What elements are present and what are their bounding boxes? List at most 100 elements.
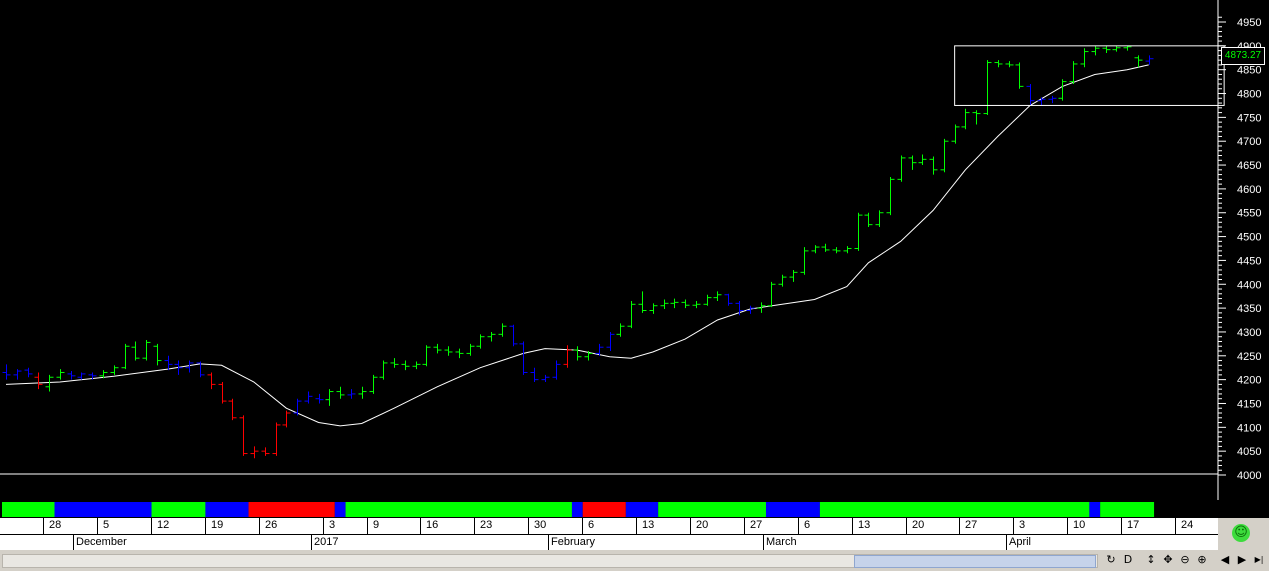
ohlc-bar [379,360,388,380]
date-tick [43,518,44,534]
moving-average-layer [5,64,1149,427]
month-tick [311,534,312,550]
day-label: 26 [265,519,278,531]
ohlc-bar [131,341,140,361]
ohlc-bar [45,374,54,392]
y-tick-label: 4450 [1237,255,1261,267]
y-tick-label: 4700 [1237,136,1261,148]
ohlc-bar [843,246,852,254]
ohlc-bar [670,298,679,309]
ohlc-bar [369,374,378,394]
ohlc-bar [164,355,173,371]
day-label: 12 [157,519,170,531]
ohlc-bar [530,367,539,383]
vertical-scale-icon[interactable]: ↕ [1146,553,1156,566]
day-label: 3 [329,519,336,531]
ohlc-bar [951,124,960,144]
ohlc-bar [444,346,453,356]
ohlc-bar [638,291,647,313]
day-label: 3 [1019,519,1026,531]
ohlc-bar [110,365,119,375]
ohlc-bar [627,300,636,329]
y-tick-label: 4650 [1237,160,1261,172]
ohlc-bar [509,324,518,347]
ohlc-bar [13,369,22,380]
ohlc-bar [34,372,43,390]
price-chart[interactable]: 4000 4050 4100 4150 4200 4250 4300 4350 4400 4450… [0,0,1269,518]
day-label: 30 [534,519,547,531]
y-tick-label: 4400 [1237,279,1261,291]
day-label: 17 [1127,519,1140,531]
date-tick [259,518,260,534]
ohlc-bar [746,305,755,314]
ohlc-bar [875,210,884,228]
date-axis: 28 5 12 19 26 3 9 16 23 30 6 13 20 27 6 13 20 27 3 10 17 24 De… [0,518,1218,550]
ohlc-bar [735,300,744,316]
ohlc-bar [724,293,733,306]
move-icon[interactable]: ✥ [1163,553,1173,566]
ohlc-bar [541,374,550,383]
ohlc-bar [908,155,917,170]
ohlc-bar [1112,45,1121,52]
ohlc-bar [994,60,1003,68]
trend-segment [571,502,583,517]
month-tick [548,534,549,550]
ohlc-bar [207,372,216,390]
month-label: February [551,536,596,548]
refresh-icon[interactable]: ↻ [1106,553,1116,566]
date-tick [97,518,98,534]
ohlc-bar [681,299,690,309]
ohlc-bar [99,370,108,379]
zoom-in-icon[interactable]: ⊕ [1197,553,1207,566]
y-tick-label: 4000 [1237,470,1261,482]
month-tick [73,534,74,550]
ohlc-bar [272,422,281,456]
ohlc-bar [153,343,162,366]
ohlc-bars-layer [2,45,1154,459]
ohlc-bar [239,415,248,456]
d-button[interactable]: D [1123,553,1133,566]
ohlc-bar [88,372,97,380]
y-tick-label: 4300 [1237,327,1261,339]
ohlc-bar [304,391,313,404]
ohlc-bar [1058,79,1067,101]
ohlc-bar [854,212,863,251]
trend-segment [205,502,249,517]
ohlc-bar [487,331,496,342]
ohlc-bar [412,361,421,370]
ohlc-bar [77,372,86,380]
highlight-box-layer [954,45,1225,106]
ohlc-bar [174,360,183,375]
trend-segment [151,502,206,517]
ohlc-bar [476,334,485,349]
y-tick-label: 4850 [1237,65,1261,77]
date-tick [582,518,583,534]
end-icon[interactable]: ▶| [1254,555,1264,564]
scroll-left-icon[interactable]: ◀ [1220,553,1230,566]
zoom-out-icon[interactable]: ⊖ [1180,553,1190,566]
day-label: 13 [642,519,655,531]
date-tick [959,518,960,534]
ohlc-bar [293,398,302,416]
ohlc-bar [972,110,981,125]
trend-indicator-strip [2,502,1155,517]
ohlc-bar [649,303,658,314]
date-tick [528,518,529,534]
ohlc-bar [821,243,830,252]
ohlc-bar [703,294,712,306]
date-tick [1175,518,1176,534]
scroll-thumb[interactable] [854,555,1096,568]
chart-scrollbar[interactable]: ↻ D ↕ ✥ ⊖ ⊕ ◀ ▶ ▶| [0,550,1269,571]
day-label: 16 [426,519,439,531]
month-tick [763,534,764,550]
trend-segment [54,502,152,517]
ohlc-bar [1123,45,1132,51]
ohlc-bar [498,323,507,337]
month-label: March [766,536,797,548]
ohlc-bar [2,364,11,380]
scroll-right-icon[interactable]: ▶ [1237,553,1247,566]
y-tick-label: 4750 [1237,112,1261,124]
smiley-icon[interactable]: ☺ [1232,524,1250,542]
scroll-track[interactable] [2,554,1098,568]
ohlc-bar [789,269,798,282]
